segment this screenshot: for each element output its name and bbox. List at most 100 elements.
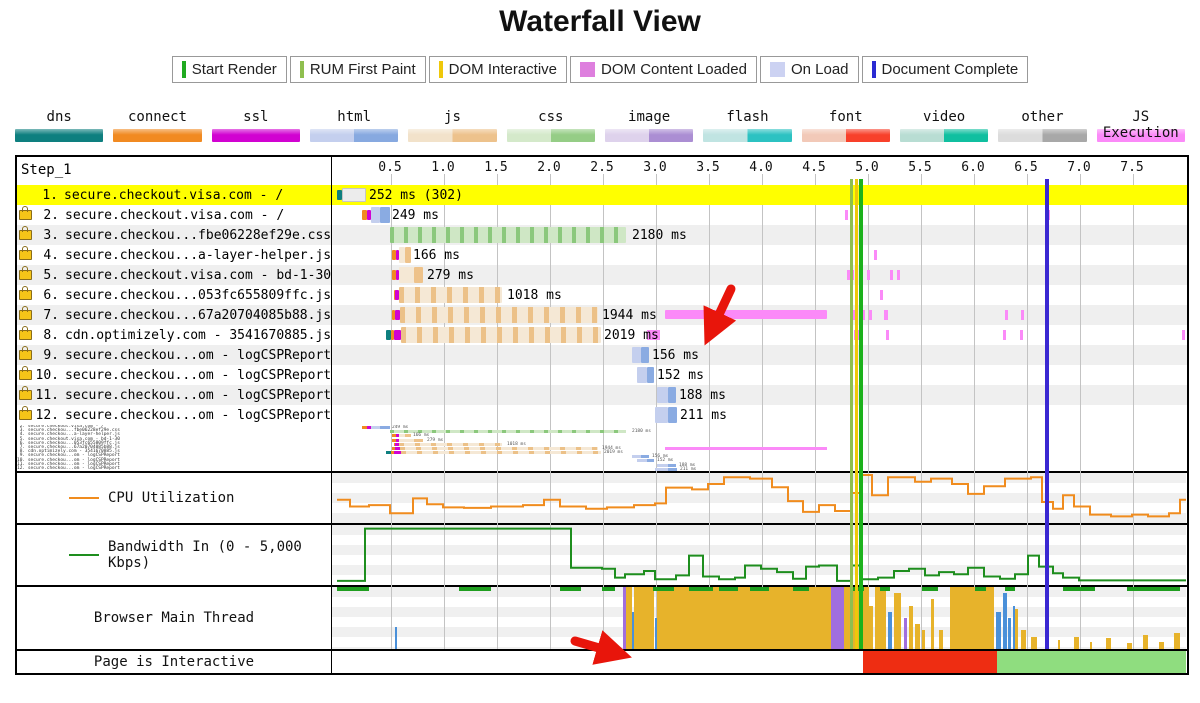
bandwidth-zero-dash <box>975 587 986 591</box>
waterfall-row[interactable]: 5. secure.checkout.visa.com - bd-1-30 279 … <box>17 265 1187 285</box>
tick-label: 5.5 <box>908 160 932 175</box>
bandwidth-zero-dash <box>602 587 615 591</box>
request-timing-bar <box>637 367 647 383</box>
js-execution-mark <box>1005 310 1008 320</box>
request-timeline[interactable]: 1944 ms <box>332 305 1186 325</box>
bandwidth-zero-dash <box>750 587 769 591</box>
request-number: 1. <box>34 187 58 203</box>
request-timing-bar <box>394 330 401 340</box>
request-label[interactable]: 5. secure.checkout.visa.com - bd-1-30 <box>17 265 332 285</box>
request-timing-bar <box>657 387 668 403</box>
compressed-bar <box>655 468 668 471</box>
request-label[interactable]: 11. secure.checkou...om - logCSPReport <box>17 385 332 405</box>
resource-type-label: js <box>444 109 461 125</box>
cpu-chart <box>332 473 1186 523</box>
compressed-bar <box>395 447 400 450</box>
waterfall-row[interactable]: 3. secure.checkou...fbe06228ef29e.css 2180… <box>17 225 1187 245</box>
compressed-bar <box>396 434 399 437</box>
request-label[interactable]: 8. cdn.optimizely.com - 3541670885.js <box>17 325 332 345</box>
tick-label: 6.0 <box>961 160 985 175</box>
request-timeline[interactable]: 211 ms <box>332 405 1186 425</box>
request-timeline[interactable]: 156 ms <box>332 345 1186 365</box>
request-timeline[interactable]: 166 ms <box>332 245 1186 265</box>
request-timing-bar <box>390 227 626 243</box>
request-timing-bar <box>392 270 396 280</box>
waterfall-row[interactable]: 12. secure.checkou...om - logCSPReport 211… <box>17 405 1187 425</box>
compressed-rows[interactable]: 2. secure.checkout.visa.com - / 3. secur… <box>17 425 1187 471</box>
request-label[interactable]: 6. secure.checkou...053fc655809ffc.js <box>17 285 332 305</box>
resource-type-label: dns <box>46 109 72 125</box>
request-url: secure.checkou...fbe06228ef29e.css <box>65 227 332 243</box>
request-label[interactable]: 7. secure.checkou...67a20704085b88.js <box>17 305 332 325</box>
request-timing-bar <box>641 347 649 363</box>
request-timing-bar <box>342 188 366 202</box>
main-thread-bar <box>1003 593 1007 649</box>
resource-type-swatch <box>211 129 300 142</box>
request-timeline[interactable]: 279 ms <box>332 265 1186 285</box>
main-thread-bar <box>632 612 634 649</box>
request-time-label: 152 ms <box>657 368 704 383</box>
request-label[interactable]: 9. secure.checkou...om - logCSPReport <box>17 345 332 365</box>
request-timing-bar <box>405 247 411 263</box>
request-label[interactable]: 3. secure.checkou...fbe06228ef29e.css <box>17 225 332 245</box>
bandwidth-zero-dash <box>1063 587 1095 591</box>
resource-type-label: other <box>1021 109 1064 125</box>
request-timeline[interactable]: 249 ms <box>332 205 1186 225</box>
lock-icon <box>19 246 32 260</box>
dom-interactive-swatch <box>438 61 443 78</box>
resource-type-css: css <box>506 109 595 142</box>
lock-icon <box>19 286 32 300</box>
compressed-bar <box>401 451 601 454</box>
request-label[interactable]: 2. secure.checkout.visa.com - / <box>17 205 332 225</box>
resource-type-swatch <box>506 129 595 142</box>
waterfall-row[interactable]: 10. secure.checkou...om - logCSPReport 152… <box>17 365 1187 385</box>
js-execution-mark <box>854 330 859 340</box>
request-label[interactable]: 1. secure.checkout.visa.com - / <box>17 185 332 205</box>
compressed-row-label: 10. secure.checkou...om - logCSPReport <box>17 457 120 463</box>
compressed-row-label: 5. secure.checkout.visa.com - bd-1-30 <box>17 436 120 442</box>
request-timeline[interactable]: 2180 ms <box>332 225 1186 245</box>
waterfall-row[interactable]: 2. secure.checkout.visa.com - / 249 ms <box>17 205 1187 225</box>
time-axis: 0.5 1.0 1.5 2.0 2.5 3.0 3.5 4.0 4.5 5.0 5.5 6.0 6.5 7… <box>332 157 1186 185</box>
request-timeline[interactable]: 188 ms <box>332 385 1186 405</box>
compressed-time-label: 211 ms <box>680 467 697 471</box>
event-legend-label: Start Render <box>191 61 277 78</box>
main-thread-bar <box>862 587 869 649</box>
request-timeline[interactable]: 252 ms (302) <box>332 185 1186 205</box>
waterfall-row[interactable]: 9. secure.checkou...om - logCSPReport 156 … <box>17 345 1187 365</box>
main-thread-bar <box>875 587 886 649</box>
js-execution-mark <box>1045 210 1050 220</box>
compressed-bar <box>391 451 394 454</box>
js-execution-mark <box>880 290 883 300</box>
waterfall-row[interactable]: 6. secure.checkou...053fc655809ffc.js 1018… <box>17 285 1187 305</box>
request-timeline[interactable]: 2019 ms <box>332 325 1186 345</box>
request-label[interactable]: 10. secure.checkou...om - logCSPReport <box>17 365 332 385</box>
bandwidth-zero-dash <box>1127 587 1180 591</box>
waterfall-row[interactable]: 8. cdn.optimizely.com - 3541670885.js 2019… <box>17 325 1187 345</box>
compressed-time-label: 1944 ms <box>602 446 621 451</box>
compressed-bar <box>386 451 391 454</box>
bandwidth-zero-dash <box>689 587 713 591</box>
request-time-label: 211 ms <box>680 408 727 423</box>
event-legend-label: On Load <box>790 61 849 78</box>
main-thread-bar <box>888 612 892 649</box>
main-thread-bar <box>1159 642 1164 649</box>
main-thread-bar <box>922 630 925 649</box>
request-timeline[interactable]: 152 ms <box>332 365 1186 385</box>
resource-type-swatch <box>801 129 890 142</box>
compressed-bar <box>637 459 647 462</box>
compressed-bar <box>414 439 423 442</box>
compressed-time-label: 152 ms <box>657 458 674 463</box>
request-timeline[interactable]: 1018 ms <box>332 285 1186 305</box>
main-thread-bar <box>657 587 831 649</box>
main-thread-bar <box>939 630 943 649</box>
waterfall-row[interactable]: 7. secure.checkou...67a20704085b88.js 1944… <box>17 305 1187 325</box>
request-label[interactable]: 12. secure.checkou...om - logCSPReport <box>17 405 332 425</box>
main-thread-bar <box>1174 633 1180 649</box>
main-thread-bar <box>894 593 901 649</box>
waterfall-row[interactable]: 1. secure.checkout.visa.com - / 252 ms (30… <box>17 185 1187 205</box>
request-label[interactable]: 4. secure.checkou...a-layer-helper.js <box>17 245 332 265</box>
waterfall-row[interactable]: 11. secure.checkou...om - logCSPReport 188… <box>17 385 1187 405</box>
waterfall-row[interactable]: 4. secure.checkou...a-layer-helper.js 166 … <box>17 245 1187 265</box>
request-timing-bar <box>399 247 405 263</box>
